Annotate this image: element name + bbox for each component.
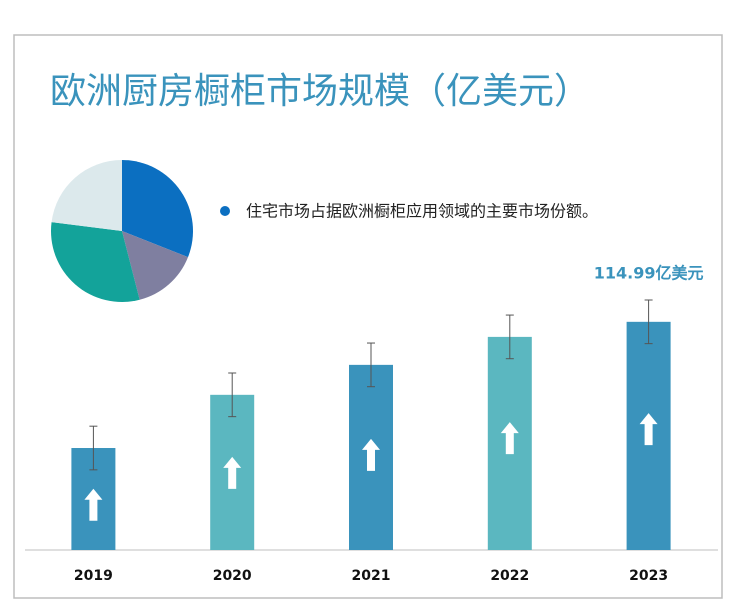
title: 欧洲厨房橱柜市场规模（亿美元）	[50, 71, 590, 112]
x-tick-label: 2021	[352, 568, 391, 584]
x-tick-label: 2022	[490, 568, 529, 584]
x-tick-label: 2023	[629, 568, 668, 584]
value-label: 114.99亿美元	[594, 264, 704, 283]
x-tick-label: 2020	[213, 568, 252, 584]
arrow-icon	[362, 438, 380, 471]
pie-slice	[51, 222, 140, 302]
arrow-icon	[500, 422, 519, 455]
pie-slice	[122, 160, 193, 258]
arrow-icon	[223, 456, 242, 489]
legend-bullet	[220, 206, 230, 216]
pie-slice	[122, 231, 189, 300]
pie-slice	[51, 160, 122, 231]
arrow-icon	[84, 488, 103, 521]
arrow-icon	[639, 413, 658, 446]
x-tick-label: 2019	[74, 568, 113, 584]
annotation: 住宅市场占据欧洲橱柜应用领域的主要市场份额。	[246, 202, 598, 221]
